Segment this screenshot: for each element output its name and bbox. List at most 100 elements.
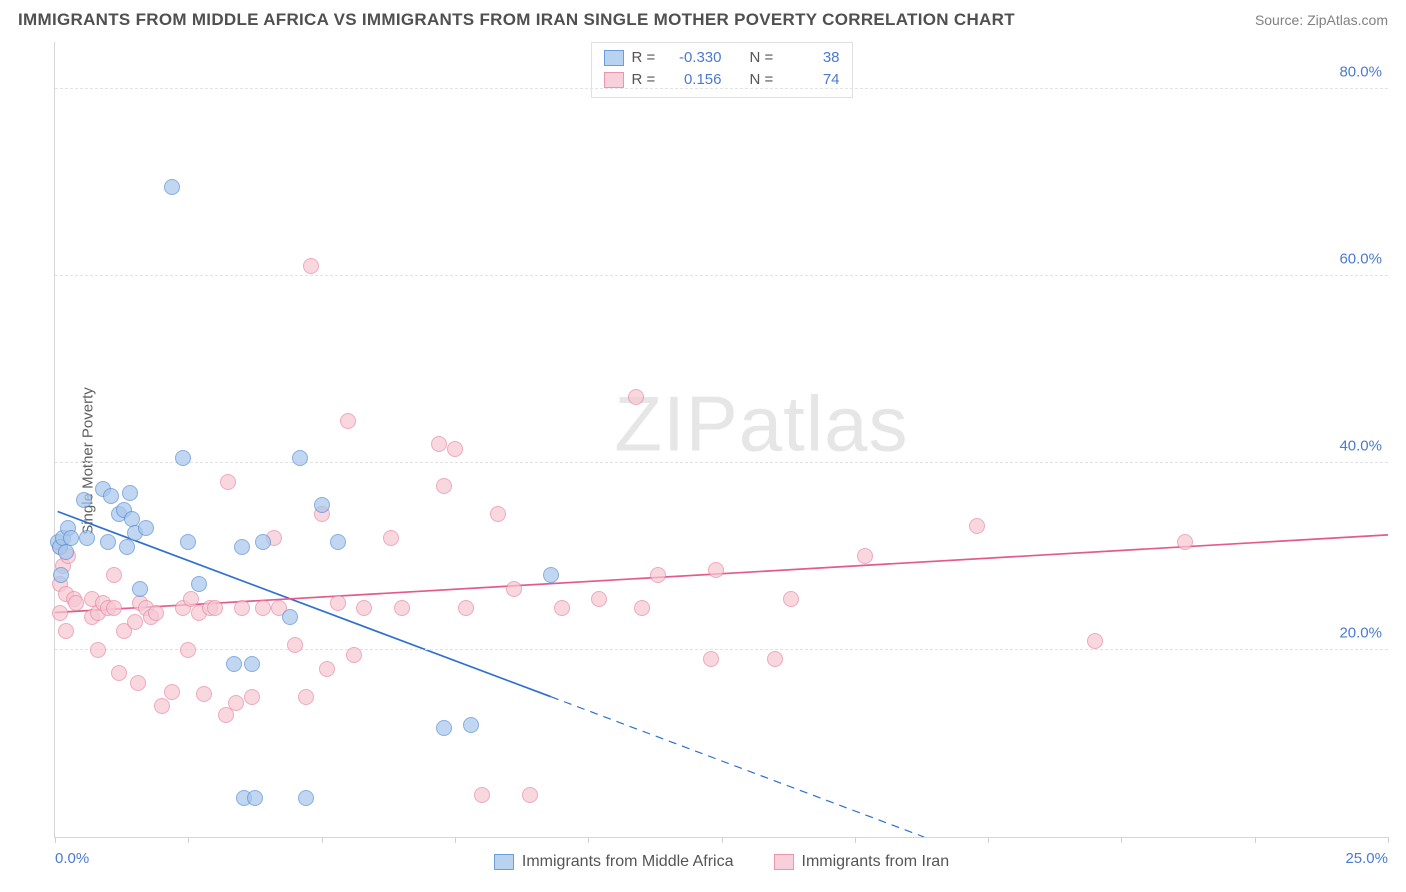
data-point <box>330 534 346 550</box>
data-point <box>255 534 271 550</box>
data-point <box>543 567 559 583</box>
data-point <box>1177 534 1193 550</box>
data-point <box>474 787 490 803</box>
data-point <box>122 485 138 501</box>
x-tick <box>322 837 323 843</box>
plot-area: R =-0.330N =38R =0.156N =74 20.0%40.0%60… <box>54 42 1388 838</box>
data-point <box>287 637 303 653</box>
x-tick <box>455 837 456 843</box>
stat-value: 38 <box>788 47 840 69</box>
data-point <box>394 600 410 616</box>
data-point <box>591 591 607 607</box>
data-point <box>52 605 68 621</box>
data-point <box>298 790 314 806</box>
stat-label: R = <box>632 47 662 69</box>
data-point <box>127 614 143 630</box>
data-point <box>79 530 95 546</box>
data-point <box>111 665 127 681</box>
data-point <box>783 591 799 607</box>
trend-line-extrapolated <box>551 697 924 837</box>
legend-label: Immigrants from Iran <box>802 853 950 871</box>
legend-label: Immigrants from Middle Africa <box>522 853 734 871</box>
data-point <box>220 474 236 490</box>
data-point <box>196 686 212 702</box>
data-point <box>228 695 244 711</box>
data-point <box>90 642 106 658</box>
series-legend: Immigrants from Middle Africa Immigrants … <box>55 853 1388 871</box>
data-point <box>106 600 122 616</box>
source-label: Source: ZipAtlas.com <box>1255 12 1388 28</box>
watermark: ZIPatlas <box>614 378 908 469</box>
data-point <box>132 581 148 597</box>
y-tick-label: 40.0% <box>1339 437 1382 454</box>
data-point <box>298 689 314 705</box>
x-tick <box>1255 837 1256 843</box>
data-point <box>634 600 650 616</box>
data-point <box>969 518 985 534</box>
data-point <box>506 581 522 597</box>
data-point <box>292 450 308 466</box>
x-tick <box>1121 837 1122 843</box>
data-point <box>180 642 196 658</box>
legend-swatch <box>774 854 794 870</box>
data-point <box>431 436 447 452</box>
gridline <box>55 649 1388 650</box>
x-tick <box>988 837 989 843</box>
x-tick <box>188 837 189 843</box>
data-point <box>447 441 463 457</box>
data-point <box>234 600 250 616</box>
data-point <box>106 567 122 583</box>
legend-item: Immigrants from Iran <box>774 853 950 871</box>
data-point <box>58 623 74 639</box>
chart-container: Single Mother Poverty R =-0.330N =38R =0… <box>18 42 1388 880</box>
legend-swatch <box>604 50 624 66</box>
legend-swatch <box>604 72 624 88</box>
x-tick <box>588 837 589 843</box>
data-point <box>154 698 170 714</box>
data-point <box>346 647 362 663</box>
trend-lines-layer <box>55 42 1388 837</box>
data-point <box>383 530 399 546</box>
data-point <box>282 609 298 625</box>
data-point <box>522 787 538 803</box>
data-point <box>63 530 79 546</box>
data-point <box>314 497 330 513</box>
data-point <box>767 651 783 667</box>
chart-title: IMMIGRANTS FROM MIDDLE AFRICA VS IMMIGRA… <box>18 10 1015 30</box>
data-point <box>138 520 154 536</box>
data-point <box>330 595 346 611</box>
data-point <box>180 534 196 550</box>
data-point <box>436 478 452 494</box>
data-point <box>234 539 250 555</box>
data-point <box>244 656 260 672</box>
stat-value: -0.330 <box>670 47 722 69</box>
data-point <box>53 567 69 583</box>
data-point <box>244 689 260 705</box>
data-point <box>58 544 74 560</box>
stats-legend-row: R = -0.330 N = 38 <box>604 47 840 69</box>
legend-swatch <box>494 854 514 870</box>
data-point <box>76 492 92 508</box>
x-tick <box>722 837 723 843</box>
data-point <box>554 600 570 616</box>
data-point <box>207 600 223 616</box>
data-point <box>1087 633 1103 649</box>
data-point <box>303 258 319 274</box>
data-point <box>164 684 180 700</box>
data-point <box>191 576 207 592</box>
data-point <box>628 389 644 405</box>
data-point <box>463 717 479 733</box>
gridline <box>55 275 1388 276</box>
data-point <box>340 413 356 429</box>
data-point <box>68 595 84 611</box>
data-point <box>148 605 164 621</box>
data-point <box>100 534 116 550</box>
gridline <box>55 88 1388 89</box>
data-point <box>247 790 263 806</box>
stat-label: N = <box>750 47 780 69</box>
x-tick <box>855 837 856 843</box>
data-point <box>130 675 146 691</box>
data-point <box>650 567 666 583</box>
legend-item: Immigrants from Middle Africa <box>494 853 734 871</box>
data-point <box>490 506 506 522</box>
